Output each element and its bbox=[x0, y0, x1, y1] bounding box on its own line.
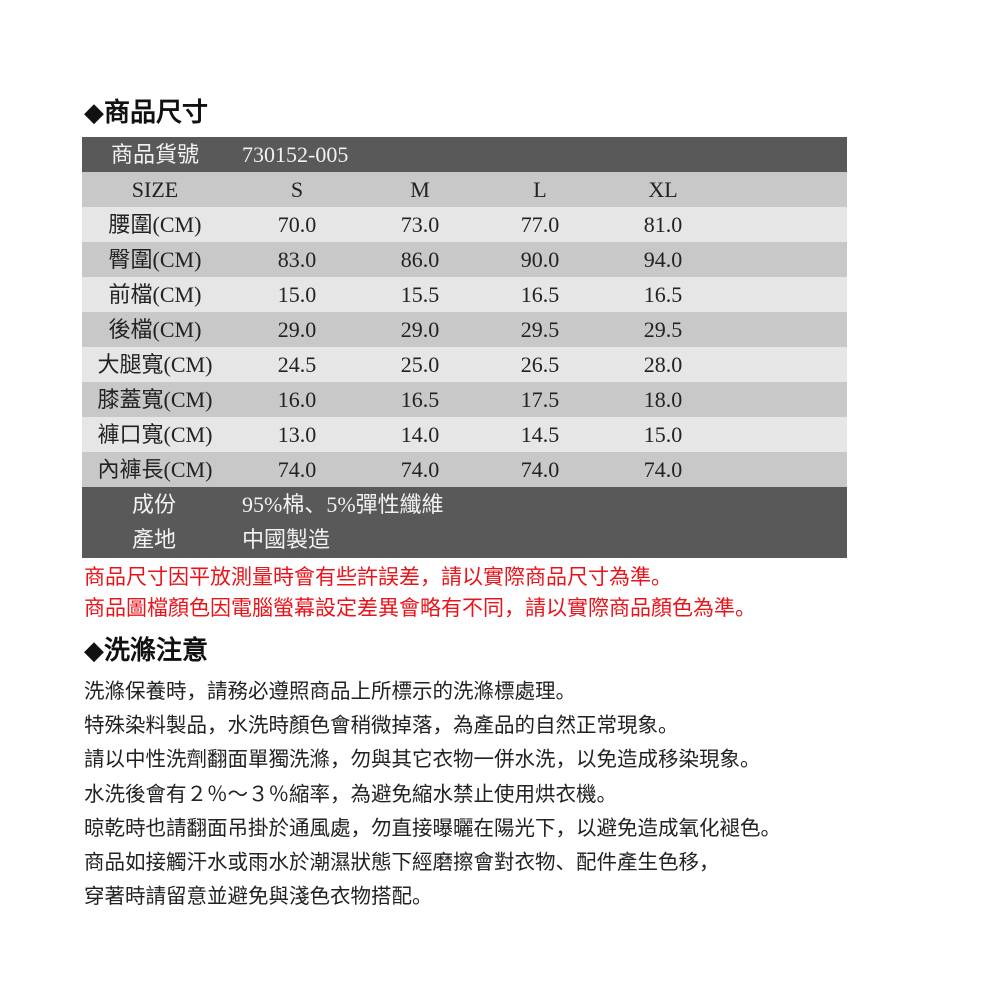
origin-row: 產地 中國製造 bbox=[82, 522, 847, 558]
measurement-value: 16.5 bbox=[400, 387, 440, 412]
care-line: 特殊染料製品，水洗時顏色會稍微掉落，為產品的自然正常現象。 bbox=[84, 713, 679, 738]
measurement-label: 內褲長(CM) bbox=[97, 457, 213, 482]
measurement-value: 18.0 bbox=[643, 387, 683, 412]
care-instructions: 洗滌保養時，請務必遵照商品上所標示的洗滌標處理。 特殊染料製品，水洗時顏色會稍微… bbox=[84, 674, 781, 913]
table-row: 腰圍(CM) 70.0 73.0 77.0 81.0 bbox=[82, 207, 847, 242]
measurement-value: 81.0 bbox=[643, 212, 683, 237]
table-row: 臀圍(CM) 83.0 86.0 90.0 94.0 bbox=[82, 242, 847, 277]
measurement-value: 29.5 bbox=[520, 317, 560, 342]
measurement-value: 74.0 bbox=[520, 457, 560, 482]
table-row: 褲口寬(CM) 13.0 14.0 14.5 15.0 bbox=[82, 417, 847, 452]
measurement-value: 70.0 bbox=[277, 212, 317, 237]
measurement-value: 29.0 bbox=[400, 317, 440, 342]
measurement-value: 74.0 bbox=[643, 457, 683, 482]
measurement-value: 24.5 bbox=[277, 352, 317, 377]
measurement-label: 臀圍(CM) bbox=[108, 247, 202, 272]
measurement-value: 16.5 bbox=[643, 282, 683, 307]
measurement-rows: 腰圍(CM) 70.0 73.0 77.0 81.0 臀圍(CM) 83.0 86.0 90.0… bbox=[82, 207, 847, 487]
composition-label: 成份 bbox=[132, 492, 177, 517]
table-row: 前檔(CM) 15.0 15.5 16.5 16.5 bbox=[82, 277, 847, 312]
size-header-row: SIZE S M L XL bbox=[82, 172, 847, 207]
measurement-value: 94.0 bbox=[643, 247, 683, 272]
care-line: 穿著時請留意並避免與淺色衣物搭配。 bbox=[84, 884, 433, 909]
measurement-value: 14.5 bbox=[520, 422, 560, 447]
size-table: 商品貨號 730152-005 SIZE S M L XL 腰圍(CM) 70.0… bbox=[82, 137, 847, 558]
care-line: 水洗後會有２％～３％縮率，為避免縮水禁止使用烘衣機。 bbox=[84, 781, 617, 806]
measurement-value: 74.0 bbox=[277, 457, 317, 482]
measurement-value: 15.0 bbox=[277, 282, 317, 307]
measurement-value: 83.0 bbox=[277, 247, 317, 272]
measurement-value: 17.5 bbox=[520, 387, 560, 412]
table-row: 膝蓋寬(CM) 16.0 16.5 17.5 18.0 bbox=[82, 382, 847, 417]
measurement-value: 13.0 bbox=[277, 422, 317, 447]
item-number-value: 730152-005 bbox=[242, 142, 349, 167]
measurement-label: 褲口寬(CM) bbox=[97, 422, 213, 447]
color-note: 商品圖檔顏色因電腦螢幕設定差異會略有不同，請以實際商品顏色為準。 bbox=[84, 596, 756, 620]
item-number-row: 商品貨號 730152-005 bbox=[82, 137, 847, 172]
care-line: 商品如接觸汗水或雨水於潮濕狀態下經磨擦會對衣物、配件產生色移， bbox=[84, 850, 720, 875]
measurement-value: 16.0 bbox=[277, 387, 317, 412]
composition-row: 成份 95%棉、5%彈性纖維 bbox=[82, 487, 847, 522]
table-row: 後檔(CM) 29.0 29.0 29.5 29.5 bbox=[82, 312, 847, 347]
measurement-label: 腰圍(CM) bbox=[108, 212, 202, 237]
size-section-title: ◆商品尺寸 bbox=[84, 98, 208, 128]
measurement-value: 86.0 bbox=[400, 247, 440, 272]
care-line: 洗滌保養時，請務必遵照商品上所標示的洗滌標處理。 bbox=[84, 679, 576, 703]
origin-label: 產地 bbox=[132, 527, 177, 552]
measurement-value: 29.5 bbox=[643, 317, 683, 342]
care-section-title: ◆洗滌注意 bbox=[84, 636, 208, 666]
care-line: 晾乾時也請翻面吊掛於通風處，勿直接曝曬在陽光下，以避免造成氧化褪色。 bbox=[84, 815, 781, 840]
size-header-cell: SIZE bbox=[131, 177, 179, 202]
measurement-value: 15.0 bbox=[643, 422, 683, 447]
table-row: 內褲長(CM) 74.0 74.0 74.0 74.0 bbox=[82, 452, 847, 487]
measurement-value: 74.0 bbox=[400, 457, 440, 482]
size-note: 商品尺寸因平放測量時會有些許誤差，請以實際商品尺寸為準。 bbox=[84, 565, 672, 589]
composition-value: 95%棉、5%彈性纖維 bbox=[242, 492, 444, 517]
measurement-value: 25.0 bbox=[400, 352, 440, 377]
measurement-value: 14.0 bbox=[400, 422, 440, 447]
measurement-value: 90.0 bbox=[520, 247, 560, 272]
origin-value: 中國製造 bbox=[242, 527, 331, 552]
table-row: 大腿寬(CM) 24.5 25.0 26.5 28.0 bbox=[82, 347, 847, 382]
measurement-label: 後檔(CM) bbox=[108, 317, 202, 342]
measurement-value: 28.0 bbox=[643, 352, 683, 377]
care-line: 請以中性洗劑翻面單獨洗滌，勿與其它衣物一併水洗，以免造成移染現象。 bbox=[84, 747, 761, 772]
measurement-value: 15.5 bbox=[400, 282, 440, 307]
measurement-label: 前檔(CM) bbox=[108, 282, 202, 307]
size-header-cell: M bbox=[410, 177, 430, 202]
measurement-value: 73.0 bbox=[400, 212, 440, 237]
measurement-value: 26.5 bbox=[520, 352, 560, 377]
measurement-value: 77.0 bbox=[520, 212, 560, 237]
item-number-label: 商品貨號 bbox=[110, 142, 199, 167]
size-header-cell: L bbox=[533, 177, 547, 202]
measurement-label: 大腿寬(CM) bbox=[97, 352, 213, 377]
measurement-label: 膝蓋寬(CM) bbox=[97, 387, 213, 412]
measurement-value: 29.0 bbox=[277, 317, 317, 342]
measurement-value: 16.5 bbox=[520, 282, 560, 307]
size-header-cell: S bbox=[290, 177, 304, 202]
size-header-cell: XL bbox=[648, 177, 678, 202]
